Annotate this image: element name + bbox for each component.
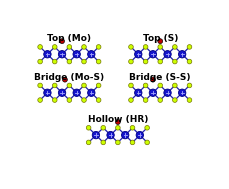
- Circle shape: [134, 89, 141, 96]
- Circle shape: [157, 45, 162, 49]
- Circle shape: [67, 83, 71, 88]
- Circle shape: [115, 120, 120, 125]
- Circle shape: [73, 50, 80, 58]
- Circle shape: [172, 83, 176, 88]
- Circle shape: [58, 50, 65, 58]
- Circle shape: [178, 89, 185, 96]
- Circle shape: [87, 89, 95, 96]
- Circle shape: [67, 45, 71, 49]
- Circle shape: [96, 83, 101, 88]
- Circle shape: [81, 59, 86, 64]
- Circle shape: [143, 98, 147, 102]
- Text: Bridge (Mo-S): Bridge (Mo-S): [34, 73, 104, 82]
- Circle shape: [73, 89, 80, 96]
- Circle shape: [52, 98, 57, 102]
- Text: Top (S): Top (S): [142, 34, 177, 43]
- Circle shape: [58, 89, 65, 96]
- Circle shape: [38, 59, 42, 64]
- Circle shape: [96, 59, 101, 64]
- Circle shape: [186, 45, 191, 49]
- Circle shape: [157, 98, 162, 102]
- Circle shape: [163, 50, 171, 58]
- Circle shape: [38, 45, 42, 49]
- Circle shape: [62, 77, 67, 82]
- Circle shape: [59, 39, 64, 44]
- Circle shape: [38, 83, 42, 88]
- Circle shape: [130, 140, 134, 145]
- Circle shape: [81, 98, 86, 102]
- Circle shape: [151, 78, 154, 81]
- Circle shape: [96, 98, 101, 102]
- Text: Bridge (S-S): Bridge (S-S): [129, 73, 190, 82]
- Circle shape: [67, 59, 71, 64]
- Circle shape: [186, 59, 191, 64]
- Circle shape: [96, 45, 101, 49]
- Circle shape: [87, 50, 95, 58]
- Circle shape: [86, 125, 90, 130]
- Circle shape: [128, 83, 133, 88]
- Circle shape: [38, 98, 42, 102]
- Circle shape: [172, 45, 176, 49]
- Circle shape: [81, 45, 86, 49]
- Circle shape: [157, 59, 162, 64]
- Circle shape: [172, 98, 176, 102]
- Circle shape: [92, 131, 99, 139]
- Circle shape: [136, 131, 143, 139]
- Circle shape: [60, 40, 63, 43]
- Circle shape: [115, 140, 120, 145]
- Circle shape: [52, 59, 57, 64]
- Circle shape: [172, 59, 176, 64]
- Circle shape: [144, 140, 149, 145]
- Circle shape: [116, 121, 119, 123]
- Circle shape: [158, 40, 161, 43]
- Circle shape: [149, 89, 156, 96]
- Circle shape: [143, 83, 147, 88]
- Circle shape: [81, 83, 86, 88]
- Circle shape: [134, 50, 141, 58]
- Circle shape: [186, 98, 191, 102]
- Circle shape: [178, 50, 185, 58]
- Circle shape: [115, 125, 120, 130]
- Circle shape: [44, 89, 51, 96]
- Circle shape: [157, 83, 162, 88]
- Circle shape: [67, 98, 71, 102]
- Circle shape: [44, 50, 51, 58]
- Circle shape: [121, 131, 128, 139]
- Circle shape: [128, 45, 133, 49]
- Circle shape: [149, 50, 156, 58]
- Circle shape: [63, 78, 66, 81]
- Circle shape: [101, 125, 105, 130]
- Circle shape: [101, 140, 105, 145]
- Circle shape: [128, 98, 133, 102]
- Circle shape: [143, 59, 147, 64]
- Circle shape: [52, 83, 57, 88]
- Circle shape: [52, 45, 57, 49]
- Circle shape: [128, 59, 133, 64]
- Circle shape: [186, 83, 191, 88]
- Circle shape: [163, 89, 171, 96]
- Circle shape: [106, 131, 114, 139]
- Circle shape: [157, 39, 162, 44]
- Circle shape: [150, 77, 155, 82]
- Text: Hollow (HR): Hollow (HR): [87, 115, 147, 124]
- Circle shape: [144, 125, 149, 130]
- Text: Top (Mo): Top (Mo): [47, 34, 91, 43]
- Circle shape: [143, 45, 147, 49]
- Circle shape: [130, 125, 134, 130]
- Circle shape: [86, 140, 90, 145]
